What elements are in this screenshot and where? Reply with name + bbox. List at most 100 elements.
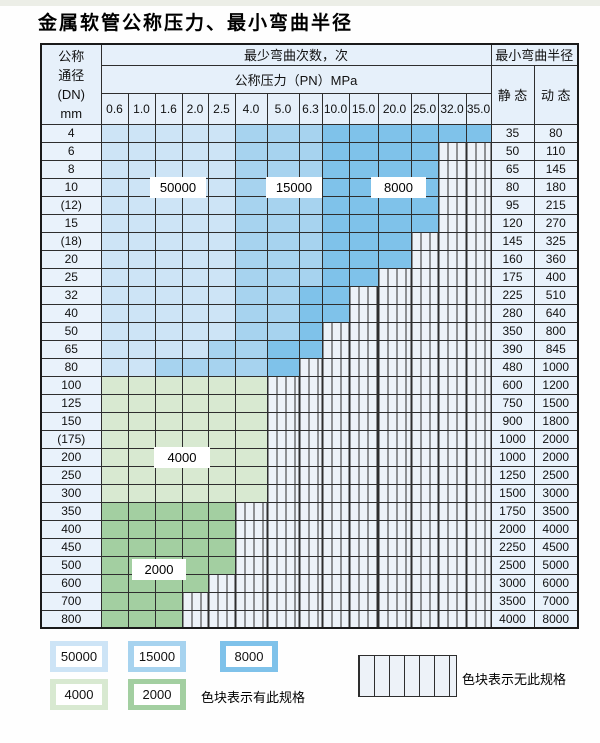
spec-cell-b2 [266, 249, 300, 269]
spec-cell-b3 [465, 123, 492, 143]
no-spec-cell [465, 267, 492, 287]
spec-cell-g2 [100, 609, 129, 629]
spec-cell-g1 [234, 411, 268, 431]
spec-cell-b2 [298, 231, 323, 251]
dn-cell: 8 [40, 159, 102, 179]
no-spec-cell [298, 555, 323, 575]
no-spec-cell [437, 537, 467, 557]
static-radius-cell: 4000 [490, 609, 535, 629]
spec-cell-g2 [100, 591, 129, 611]
no-spec-cell [298, 465, 323, 485]
no-spec-cell [348, 375, 379, 395]
spec-cell-b3 [410, 213, 439, 233]
no-spec-cell [410, 573, 439, 593]
spec-cell-b2 [234, 285, 268, 305]
table-row: 65 390 845 [40, 339, 579, 359]
spec-cell-b3 [321, 285, 350, 305]
spec-cell-g1 [207, 393, 236, 413]
no-spec-cell [298, 573, 323, 593]
table-header: 公称 通径 (DN) mm 最少弯曲次数，次 最小弯曲半径 公称压力（PN）MP… [40, 43, 579, 125]
no-spec-cell [348, 609, 379, 629]
table-row: 800 4000 8000 [40, 609, 579, 629]
dn-cell: 700 [40, 591, 102, 611]
static-radius-cell: 145 [490, 231, 535, 251]
spec-cell-b1 [181, 141, 209, 161]
spec-cell-g1 [127, 375, 156, 395]
no-spec-cell [465, 429, 492, 449]
spec-cell-g1 [127, 393, 156, 413]
spec-cell-b2 [266, 141, 300, 161]
static-radius-cell: 3500 [490, 591, 535, 611]
no-spec-cell [298, 429, 323, 449]
spec-cell-g1 [181, 375, 209, 395]
spec-cell-b1 [100, 267, 129, 287]
legend-swatch-value: 15000 [134, 646, 180, 667]
table-row: 25 175 400 [40, 267, 579, 287]
spec-cell-g1 [100, 393, 129, 413]
no-spec-cell [298, 501, 323, 521]
spec-cell-b3 [321, 231, 350, 251]
cycles-label-50000: 50000 [150, 177, 206, 198]
spec-cell-b1 [100, 303, 129, 323]
no-spec-cell [465, 573, 492, 593]
dynamic-radius-cell: 640 [533, 303, 579, 323]
spec-cell-g2 [207, 501, 236, 521]
spec-cell-b1 [181, 339, 209, 359]
static-radius-cell: 480 [490, 357, 535, 377]
spec-cell-b2 [298, 213, 323, 233]
spec-cell-b2 [266, 321, 300, 341]
table-row: 40 280 640 [40, 303, 579, 323]
spec-cell-b2 [234, 339, 268, 359]
no-spec-cell [348, 555, 379, 575]
dynamic-radius-cell: 400 [533, 267, 579, 287]
no-spec-cell [348, 321, 379, 341]
dn-cell: 50 [40, 321, 102, 341]
spec-cell-b2 [266, 159, 300, 179]
spec-cell-g1 [154, 465, 183, 485]
no-spec-cell [410, 303, 439, 323]
spec-cell-b1 [154, 339, 183, 359]
no-spec-cell [377, 573, 412, 593]
spec-cell-b2 [266, 123, 300, 143]
spec-cell-b3 [321, 249, 350, 269]
spec-cell-b1 [207, 321, 236, 341]
no-spec-cell [377, 501, 412, 521]
static-radius-cell: 95 [490, 195, 535, 215]
no-spec-cell [377, 303, 412, 323]
pressure-value-header: 10.0 [321, 92, 350, 125]
spec-cell-b2 [207, 339, 236, 359]
no-spec-cell [377, 375, 412, 395]
no-spec-cell [298, 537, 323, 557]
no-spec-cell [465, 231, 492, 251]
no-spec-cell [266, 555, 300, 575]
no-spec-cell [321, 357, 350, 377]
static-radius-cell: 1500 [490, 483, 535, 503]
spec-cell-b1 [207, 249, 236, 269]
no-spec-cell [437, 591, 467, 611]
spec-cell-b3 [348, 141, 379, 161]
no-spec-cell [465, 393, 492, 413]
no-spec-cell [465, 213, 492, 233]
no-spec-cell [410, 411, 439, 431]
no-spec-cell [437, 267, 467, 287]
spec-cell-b1 [207, 177, 236, 197]
spec-cell-g2 [100, 537, 129, 557]
no-spec-cell [410, 393, 439, 413]
spec-table-wrap: 公称 通径 (DN) mm 最少弯曲次数，次 最小弯曲半径 公称压力（PN）MP… [40, 43, 579, 629]
spec-cell-b2 [207, 357, 236, 377]
table-row: 400 2000 4000 [40, 519, 579, 539]
table-row: 50 350 800 [40, 321, 579, 341]
spec-cell-b3 [437, 123, 467, 143]
no-spec-cell [266, 393, 300, 413]
spec-cell-b2 [298, 249, 323, 269]
no-spec-cell [321, 411, 350, 431]
no-spec-cell [465, 357, 492, 377]
no-spec-cell [410, 501, 439, 521]
no-spec-cell [266, 591, 300, 611]
spec-cell-b2 [234, 159, 268, 179]
spec-cell-b1 [100, 231, 129, 251]
spec-cell-b1 [207, 159, 236, 179]
dynamic-header: 动 态 [533, 64, 579, 125]
spec-cell-b1 [181, 285, 209, 305]
static-radius-cell: 2000 [490, 519, 535, 539]
